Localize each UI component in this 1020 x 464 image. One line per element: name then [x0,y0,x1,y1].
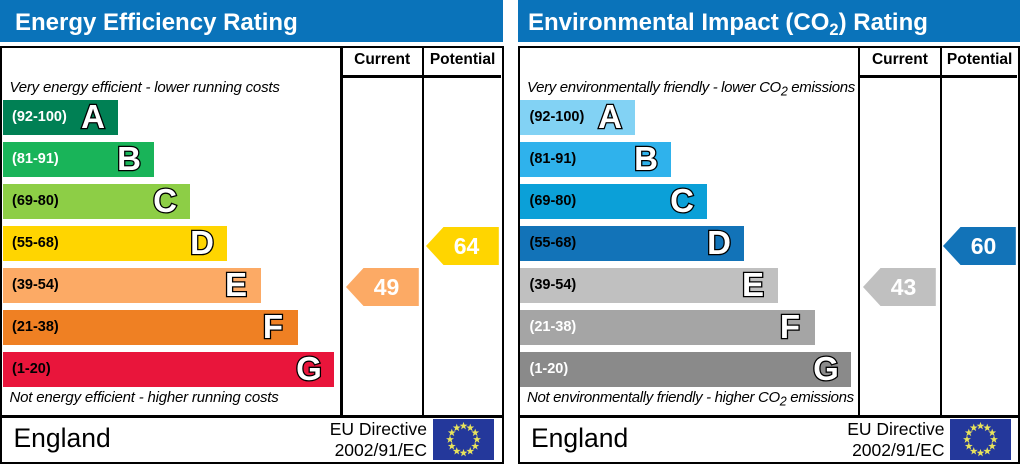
svg-text:G: G [813,350,839,387]
svg-text:49: 49 [374,274,400,300]
svg-text:A: A [598,98,622,135]
svg-text:D: D [190,224,214,261]
svg-text:E: E [742,266,764,303]
svg-text:B: B [117,140,141,177]
svg-text:B: B [634,140,658,177]
svg-text:E: E [224,266,246,303]
svg-text:C: C [670,182,694,219]
svg-text:F: F [780,308,800,345]
svg-text:A: A [81,98,105,135]
svg-text:C: C [153,182,177,219]
svg-text:G: G [296,350,322,387]
svg-text:43: 43 [891,274,917,300]
svg-text:F: F [262,308,282,345]
svg-text:64: 64 [453,233,479,259]
svg-text:60: 60 [971,233,997,259]
svg-text:D: D [707,224,731,261]
